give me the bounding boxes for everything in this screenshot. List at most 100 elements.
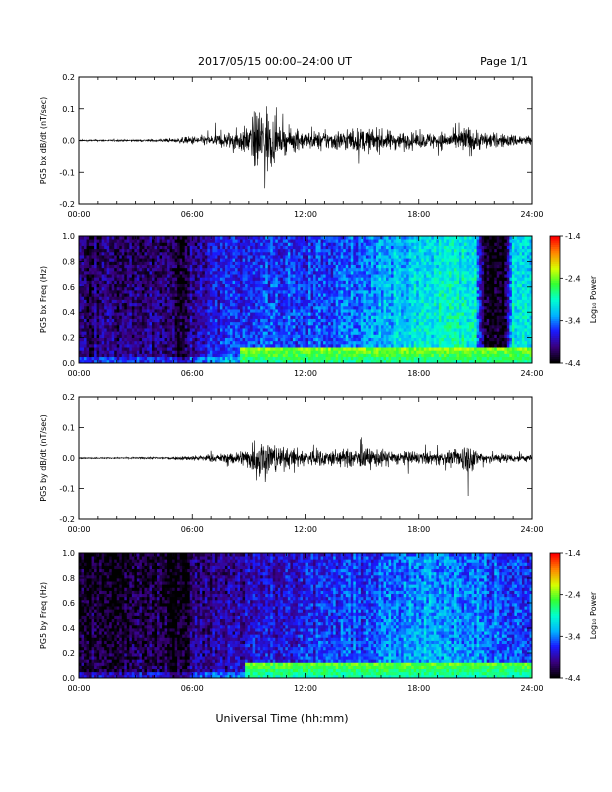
heatmap-cell	[343, 251, 347, 256]
heatmap-cell	[237, 245, 241, 250]
heatmap-cell	[381, 321, 384, 326]
heatmap-cell	[187, 299, 191, 304]
heatmap-cell	[149, 239, 153, 243]
heatmap-cell	[297, 340, 301, 345]
heatmap-cell	[340, 245, 344, 250]
heatmap-cell	[174, 286, 178, 291]
heatmap-cell	[202, 251, 206, 256]
heatmap-cell	[81, 347, 85, 351]
heatmap-cell	[224, 277, 228, 281]
heatmap-cell	[146, 302, 150, 307]
heatmap-cell	[86, 324, 90, 329]
heatmap-cell	[245, 277, 249, 281]
heatmap-cell	[297, 350, 301, 354]
heatmap-cell	[101, 293, 105, 297]
heatmap-cell	[126, 353, 130, 358]
heatmap-cell	[212, 248, 216, 253]
heatmap-cell	[94, 248, 98, 253]
heatmap-cell	[330, 264, 334, 269]
heatmap-cell	[252, 350, 256, 354]
heatmap-cell	[345, 277, 349, 281]
heatmap-cell	[310, 340, 314, 345]
heatmap-cell	[262, 299, 266, 304]
heatmap-cell	[119, 255, 123, 259]
heatmap-cell	[282, 340, 286, 345]
heatmap-cell	[232, 264, 236, 269]
heatmap-cell	[375, 305, 379, 310]
heatmap-cell	[325, 251, 329, 256]
heatmap-cell	[328, 255, 332, 259]
heatmap-cell	[134, 280, 138, 285]
heatmap-cell	[189, 328, 193, 332]
heatmap-cell	[197, 340, 201, 345]
heatmap-cell	[164, 289, 168, 294]
heatmap-cell	[141, 324, 145, 329]
heatmap-cell	[217, 258, 221, 262]
heatmap-cell	[275, 331, 279, 335]
heatmap-cell	[335, 299, 339, 304]
heatmap-cell	[272, 350, 276, 354]
heatmap-cell	[189, 353, 193, 358]
heatmap-cell	[126, 337, 130, 342]
heatmap-cell	[338, 318, 342, 323]
heatmap-cell	[280, 255, 284, 259]
heatmap-cell	[343, 353, 347, 358]
heatmap-cell	[179, 245, 183, 250]
heatmap-cell	[275, 270, 279, 275]
heatmap-cell	[104, 258, 108, 262]
heatmap-cell	[353, 277, 357, 281]
heatmap-cell	[310, 289, 314, 294]
heatmap-cell	[91, 245, 95, 250]
heatmap-cell	[197, 289, 201, 294]
y-tick-label: 0.1	[62, 105, 75, 114]
heatmap-cell	[297, 270, 301, 275]
heatmap-cell	[91, 343, 95, 348]
heatmap-cell	[131, 337, 135, 342]
heatmap-cell	[79, 293, 82, 297]
heatmap-cell	[174, 347, 178, 351]
heatmap-cell	[345, 356, 349, 361]
heatmap-cell	[338, 251, 342, 256]
heatmap-cell	[182, 302, 186, 307]
heatmap-cell	[129, 251, 133, 256]
heatmap-cell	[267, 321, 271, 326]
heatmap-cell	[328, 293, 332, 297]
heatmap-cell	[207, 305, 211, 310]
heatmap-cell	[340, 277, 344, 281]
heatmap-cell	[139, 258, 143, 262]
heatmap-cell	[157, 302, 160, 307]
heatmap-cell	[262, 267, 266, 272]
heatmap-cell	[260, 318, 264, 323]
heatmap-cell	[323, 280, 327, 285]
heatmap-cell	[224, 267, 228, 272]
heatmap-cell	[282, 270, 286, 275]
heatmap-cell	[169, 286, 173, 291]
heatmap-cell	[219, 255, 223, 259]
heatmap-cell	[224, 274, 228, 278]
heatmap-cell	[290, 337, 294, 342]
heatmap-cell	[149, 353, 153, 358]
heatmap-cell	[131, 248, 135, 253]
heatmap-cell	[310, 296, 314, 300]
heatmap-cell	[192, 261, 196, 265]
heatmap-cell	[187, 293, 191, 297]
heatmap-cell	[378, 359, 382, 364]
heatmap-cell	[250, 337, 254, 342]
heatmap-cell	[230, 296, 233, 300]
heatmap-cell	[134, 255, 138, 259]
x-tick-label: 18:00	[407, 210, 430, 219]
heatmap-cell	[318, 277, 321, 281]
heatmap-cell	[184, 309, 188, 313]
heatmap-cell	[174, 258, 178, 262]
heatmap-cell	[325, 353, 329, 358]
heatmap-cell	[287, 315, 291, 319]
heatmap-cell	[343, 315, 347, 319]
heatmap-cell	[363, 296, 367, 300]
heatmap-cell	[305, 274, 309, 278]
heatmap-cell	[106, 299, 110, 304]
heatmap-cell	[199, 277, 203, 281]
heatmap-cell	[217, 242, 221, 246]
heatmap-cell	[182, 286, 186, 291]
heatmap-cell	[184, 312, 188, 316]
heatmap-cell	[86, 267, 90, 272]
